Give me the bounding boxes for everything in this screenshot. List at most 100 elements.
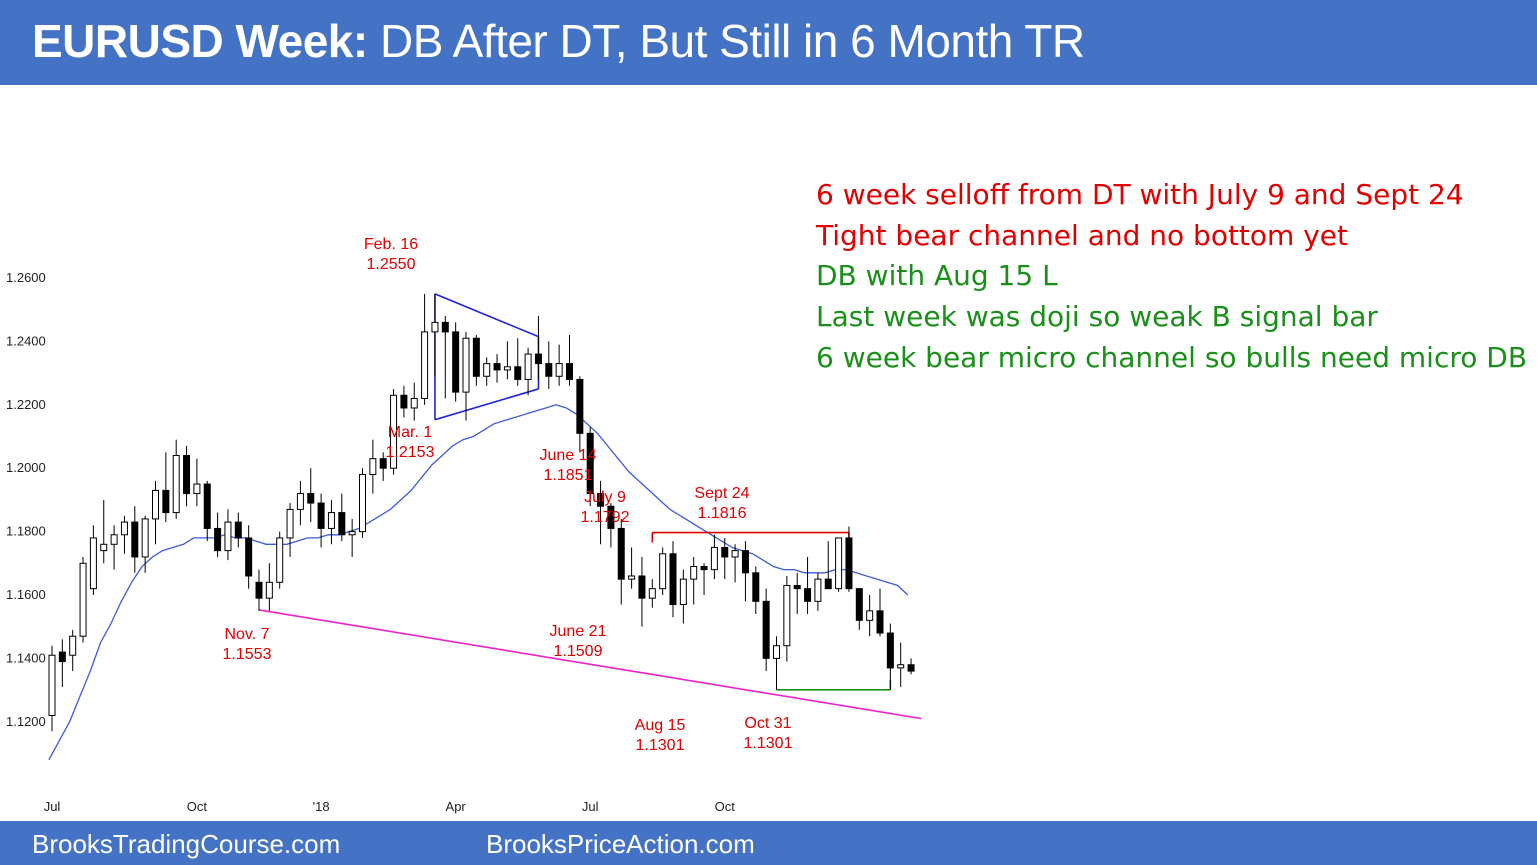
annotation-label-feb16: Feb. 16 1.2550 xyxy=(364,236,418,273)
candle-body-bull xyxy=(69,635,77,656)
candle xyxy=(245,525,253,589)
candle xyxy=(607,503,615,548)
candle-body-bear xyxy=(400,394,408,409)
x-tick-label: Jul xyxy=(44,799,61,814)
candle-body-bear xyxy=(131,521,139,558)
annotation-labels: Feb. 16 1.2550 Mar. 1 1.2153 Nov. 7 1.1553 Jun… xyxy=(223,236,793,754)
candle-body-bear xyxy=(804,588,812,602)
candle xyxy=(141,515,149,573)
candles xyxy=(48,293,915,732)
candle xyxy=(534,316,542,380)
candle xyxy=(58,639,66,687)
candle xyxy=(876,588,884,637)
x-tick-label: Apr xyxy=(446,799,467,814)
candle-body-bull xyxy=(410,397,418,409)
candle-body-bear xyxy=(762,600,770,659)
footer-right-site: BrooksPriceAction.com xyxy=(486,829,755,859)
candle-body-bear xyxy=(234,521,242,539)
annotation-label-june14: June 14 1.1851 xyxy=(540,447,597,484)
candle-body-bull xyxy=(679,578,687,606)
candle-body-bull xyxy=(524,353,532,380)
candle xyxy=(224,509,232,561)
title-bar: EURUSD Week: DB After DT, But Still in 6… xyxy=(0,0,1537,85)
candle xyxy=(752,566,760,615)
candle xyxy=(286,503,294,557)
candle-body-bull xyxy=(265,581,273,599)
candle-body-bear xyxy=(876,610,884,634)
candle-body-bull xyxy=(555,363,563,377)
candle-body-bull xyxy=(89,537,97,590)
candle xyxy=(307,468,315,523)
candle-body-bear xyxy=(307,493,315,504)
candle-body-bear xyxy=(514,366,522,380)
candle-body-bull xyxy=(286,508,294,539)
candle xyxy=(359,468,366,538)
candle xyxy=(793,572,801,615)
candle xyxy=(638,556,646,627)
candle xyxy=(617,518,625,605)
candle-body-bull xyxy=(390,394,398,469)
candle xyxy=(555,344,563,386)
annotation-label-oct31: Oct 31 1.1301 xyxy=(744,715,793,752)
candle xyxy=(100,499,108,564)
candle xyxy=(824,541,832,590)
candle-body-bear xyxy=(638,575,646,599)
candle-body-bear xyxy=(317,502,325,529)
candle-body-bear xyxy=(245,537,253,577)
candle-body-bull xyxy=(835,537,843,590)
candle xyxy=(89,525,97,595)
candle-body-bull xyxy=(48,654,56,716)
ema-layer xyxy=(48,404,909,761)
candle-body-bull xyxy=(152,489,159,520)
candle xyxy=(773,636,780,690)
candle xyxy=(214,512,222,557)
y-tick-label: 1.1400 xyxy=(6,650,46,665)
y-tick-label: 1.2200 xyxy=(6,397,46,412)
candle-body-bull xyxy=(897,664,905,669)
candle xyxy=(410,382,418,421)
y-tick-label: 1.2000 xyxy=(6,460,46,475)
candle-body-bull xyxy=(431,321,439,333)
candle-body-bear xyxy=(214,527,222,552)
candle-body-bear xyxy=(162,489,170,514)
candle-body-bull xyxy=(503,366,511,371)
candle xyxy=(514,338,522,386)
candle xyxy=(690,556,698,605)
candle-body-bull xyxy=(866,610,874,621)
annotation-label-sept24: Sept 24 1.1816 xyxy=(694,485,749,522)
ema-20-line xyxy=(48,404,909,761)
candle-body-bull xyxy=(224,521,232,552)
candle-body-bear xyxy=(824,578,832,590)
candle xyxy=(193,458,201,507)
y-tick-label: 1.2600 xyxy=(6,270,46,285)
candle-body-bear xyxy=(586,432,594,495)
candle-body-bear xyxy=(441,321,449,333)
candle xyxy=(472,335,480,386)
candle xyxy=(648,579,656,608)
note-line: 6 week selloff from DT with July 9 and S… xyxy=(816,178,1464,211)
candle-body-bear xyxy=(607,505,615,529)
candle xyxy=(79,556,87,643)
note-line: Last week was doji so weak B signal bar xyxy=(816,300,1378,333)
candle-body-bear xyxy=(597,493,605,507)
candle-body-bull xyxy=(172,455,180,514)
candle-body-bull xyxy=(462,337,470,393)
candle xyxy=(131,506,139,573)
candle-body-bear xyxy=(452,331,460,393)
candle-body-bear xyxy=(617,527,625,580)
candle-body-bear xyxy=(793,584,801,590)
candle-body-bear xyxy=(534,353,542,365)
candle xyxy=(845,526,853,592)
candle xyxy=(524,347,532,396)
candle xyxy=(369,439,377,494)
candle xyxy=(545,341,553,389)
candle-body-bear xyxy=(545,363,553,377)
candle-body-bull xyxy=(100,543,108,552)
note-line: Tight bear channel and no bottom yet xyxy=(816,219,1348,252)
candle xyxy=(700,563,708,595)
candle xyxy=(327,499,335,545)
candle-body-bull xyxy=(359,474,366,533)
candle xyxy=(441,316,449,399)
y-tick-label: 1.1800 xyxy=(6,524,46,539)
annotation-label-july9: July 9 1.1792 xyxy=(581,489,630,526)
